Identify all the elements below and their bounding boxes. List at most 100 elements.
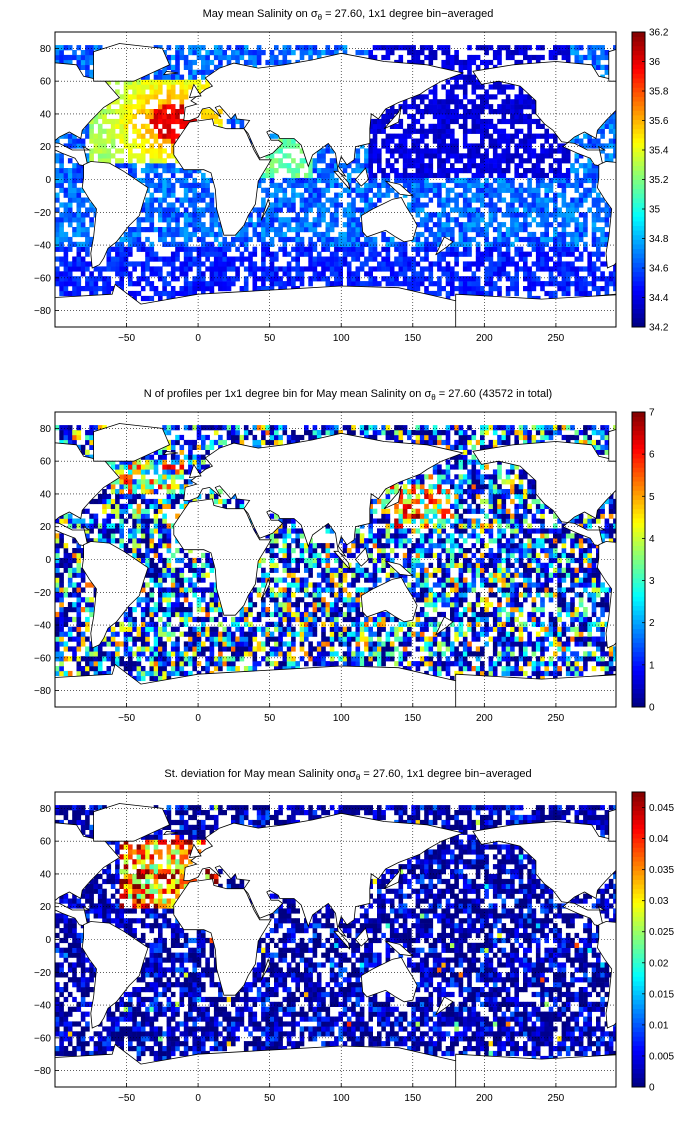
- data-cell: [381, 236, 386, 243]
- data-cell: [334, 168, 339, 174]
- data-cell: [256, 266, 262, 272]
- data-cell: [518, 94, 524, 100]
- data-cell: [514, 143, 519, 149]
- data-cell: [115, 479, 120, 485]
- data-cell: [471, 222, 477, 228]
- data-cell: [282, 518, 288, 524]
- data-cell: [235, 641, 240, 647]
- data-cell: [175, 290, 180, 297]
- data-cell: [265, 222, 270, 228]
- data-cell: [291, 538, 296, 544]
- data-cell: [518, 143, 524, 149]
- data-cell: [72, 518, 77, 524]
- data-cell: [209, 261, 215, 267]
- data-cell: [243, 236, 249, 243]
- data-cell: [613, 271, 616, 277]
- data-cell: [467, 59, 472, 66]
- data-cell: [411, 182, 416, 188]
- data-cell: [467, 290, 472, 297]
- data-cell: [325, 241, 331, 247]
- data-cell: [179, 168, 185, 174]
- data-cell: [450, 241, 455, 247]
- data-cell: [158, 79, 163, 85]
- data-cell: [128, 99, 133, 105]
- data-cell: [351, 158, 356, 164]
- data-cell: [256, 641, 262, 647]
- data-cell: [510, 222, 515, 228]
- data-cell: [488, 276, 494, 282]
- data-cell: [252, 616, 258, 623]
- data-cell: [162, 484, 167, 490]
- data-cell: [544, 241, 549, 247]
- data-cell: [274, 641, 279, 647]
- data-cell: [119, 503, 124, 509]
- data-cell: [304, 592, 309, 598]
- data-cell: [304, 626, 309, 632]
- data-cell: [372, 241, 378, 247]
- data-cell: [274, 168, 279, 174]
- data-cell: [140, 158, 146, 164]
- data-cell: [540, 217, 545, 223]
- data-cell: [201, 45, 206, 51]
- data-cell: [85, 231, 90, 238]
- data-cell: [402, 153, 408, 159]
- data-cell: [136, 538, 142, 544]
- data-cell: [325, 236, 331, 243]
- data-cell: [192, 656, 197, 662]
- data-cell: [102, 489, 107, 495]
- data-cell: [265, 611, 270, 618]
- data-cell: [325, 227, 331, 233]
- data-cell: [140, 464, 146, 470]
- data-cell: [170, 217, 176, 223]
- data-cell: [102, 518, 107, 524]
- data-cell: [407, 133, 412, 139]
- data-cell: [110, 459, 116, 465]
- data-cell: [89, 153, 94, 159]
- data-cell: [265, 227, 270, 233]
- data-cell: [175, 582, 180, 588]
- data-cell: [497, 227, 502, 233]
- data-cell: [325, 187, 331, 193]
- data-cell: [527, 118, 532, 125]
- data-cell: [497, 128, 502, 134]
- data-cell: [424, 217, 429, 223]
- data-cell: [334, 207, 339, 213]
- data-cell: [158, 498, 163, 505]
- data-cell: [467, 64, 472, 70]
- data-cell: [604, 286, 610, 292]
- data-cell: [97, 286, 103, 292]
- data-cell: [72, 646, 77, 652]
- data-cell: [201, 631, 206, 637]
- data-cell: [471, 217, 477, 223]
- data-cell: [179, 104, 185, 110]
- data-cell: [110, 661, 116, 667]
- data-cell: [548, 50, 554, 56]
- data-cell: [471, 261, 477, 267]
- data-cell: [278, 286, 283, 292]
- data-cell: [299, 528, 305, 534]
- data-cell: [385, 45, 391, 51]
- data-cell: [170, 479, 176, 485]
- data-cell: [389, 276, 395, 282]
- colorbar-segment: [632, 64, 645, 70]
- data-cell: [462, 94, 468, 100]
- data-cell: [424, 290, 429, 297]
- data-cell: [411, 99, 416, 105]
- data-cell: [196, 261, 202, 267]
- data-cell: [432, 281, 438, 287]
- data-cell: [565, 271, 571, 277]
- data-cell: [196, 50, 202, 56]
- data-cell: [72, 256, 77, 262]
- data-cell: [201, 276, 206, 282]
- data-cell: [145, 503, 150, 509]
- data-cell: [175, 498, 180, 505]
- data-cell: [329, 158, 335, 164]
- data-cell: [72, 143, 77, 149]
- data-cell: [419, 231, 425, 238]
- data-cell: [136, 656, 142, 662]
- data-cell: [269, 217, 275, 223]
- data-cell: [205, 84, 210, 90]
- data-cell: [170, 271, 176, 277]
- data-cell: [428, 271, 434, 277]
- data-cell: [132, 104, 137, 110]
